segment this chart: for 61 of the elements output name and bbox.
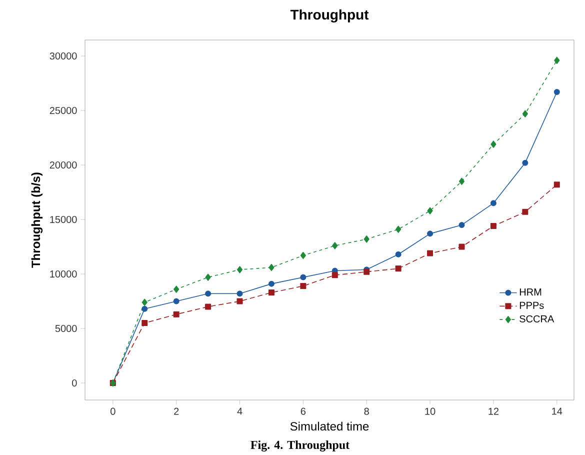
point — [427, 250, 434, 256]
x-tick-label: 8 — [364, 408, 369, 415]
x-tick-label: 2 — [174, 408, 179, 415]
x-tick-label: 12 — [488, 408, 499, 415]
point — [458, 222, 465, 228]
point — [173, 311, 180, 318]
point — [427, 207, 433, 214]
point — [174, 286, 180, 293]
point — [268, 280, 274, 287]
point — [300, 252, 306, 260]
x-tick-label: 0 — [110, 408, 116, 415]
point — [236, 298, 243, 304]
x-axis-title: Simulated time — [290, 422, 369, 431]
point — [236, 290, 243, 297]
point — [490, 140, 496, 148]
legend-label: HRM — [520, 288, 542, 296]
point — [142, 306, 148, 312]
legend-label: SCCRA — [520, 315, 554, 322]
x-tick-label: 10 — [425, 408, 436, 415]
point — [142, 320, 148, 326]
legend-label: PPPs — [520, 302, 544, 309]
point — [205, 304, 212, 310]
point — [490, 223, 496, 230]
point — [395, 251, 402, 258]
point — [205, 290, 212, 297]
point — [395, 266, 402, 272]
point — [522, 160, 528, 166]
point — [458, 178, 465, 185]
x-tick-label: 4 — [237, 408, 242, 415]
y-tick-label: 10000 — [50, 270, 77, 278]
point — [554, 56, 560, 64]
y-tick-label: 30000 — [50, 52, 77, 60]
y-axis-title: Throughput (b/s) — [31, 172, 43, 268]
point — [458, 244, 465, 250]
point — [522, 110, 528, 118]
chart-title: Throughput — [290, 9, 369, 22]
x-tick-label: 6 — [300, 408, 306, 415]
y-tick-label: 15000 — [50, 216, 77, 224]
point — [205, 274, 211, 281]
point — [300, 274, 306, 280]
point — [173, 298, 180, 304]
point — [332, 242, 338, 250]
caption: Fig. 4. Throughput — [250, 440, 350, 452]
point — [554, 182, 560, 188]
point — [396, 226, 402, 233]
point — [554, 88, 560, 95]
point — [268, 290, 274, 296]
point — [490, 200, 496, 206]
point — [522, 208, 528, 215]
point — [427, 230, 434, 237]
y-tick-label: 25000 — [50, 106, 77, 114]
point — [300, 282, 306, 289]
y-tick-label: 5000 — [55, 324, 77, 332]
y-tick-label: 20000 — [50, 161, 77, 169]
x-tick-label: 14 — [552, 408, 562, 415]
point — [332, 272, 338, 278]
point — [142, 298, 148, 306]
point — [236, 266, 243, 274]
y-tick-label: 0 — [72, 379, 77, 387]
point — [364, 236, 370, 243]
point — [268, 264, 274, 272]
